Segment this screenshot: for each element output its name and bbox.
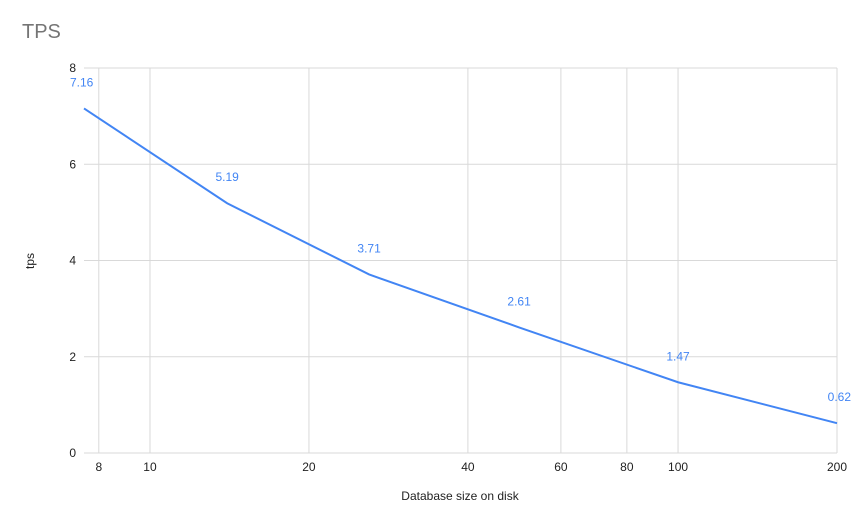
y-tick-label: 2 [69,350,76,364]
data-label: 1.47 [666,349,690,363]
y-tick-label: 8 [69,61,76,75]
x-tick-label: 60 [554,460,568,474]
x-tick-label: 40 [461,460,475,474]
chart-title: TPS [22,21,61,43]
y-tick-label: 6 [69,157,76,171]
data-label: 7.16 [70,75,94,89]
x-tick-label: 80 [620,460,634,474]
data-label: 2.61 [507,294,531,308]
x-tick-label: 8 [95,460,102,474]
x-tick-label: 10 [143,460,157,474]
x-tick-label: 100 [668,460,688,474]
y-axis-label: tps [23,253,37,269]
data-label: 0.62 [828,390,852,404]
x-tick-label: 200 [827,460,847,474]
x-tick-label: 20 [302,460,316,474]
y-tick-label: 0 [69,446,76,460]
y-tick-label: 4 [69,254,76,268]
data-label: 5.19 [215,170,239,184]
data-label: 3.71 [357,241,381,255]
x-axis-label: Database size on disk [401,489,519,503]
data-line [83,107,838,425]
